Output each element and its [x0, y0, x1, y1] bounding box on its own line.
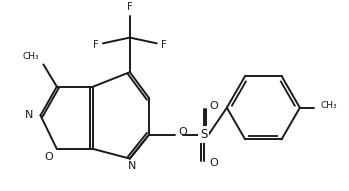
Text: N: N	[24, 110, 33, 120]
Text: O: O	[209, 101, 218, 111]
Text: S: S	[200, 128, 208, 141]
Text: F: F	[161, 40, 166, 50]
Text: O: O	[179, 127, 187, 137]
Text: O: O	[209, 158, 218, 168]
Text: F: F	[94, 40, 99, 50]
Text: CH₃: CH₃	[23, 52, 39, 61]
Text: O: O	[44, 152, 53, 162]
Text: F: F	[127, 2, 133, 12]
Text: N: N	[128, 161, 136, 171]
Text: CH₃: CH₃	[320, 101, 337, 110]
